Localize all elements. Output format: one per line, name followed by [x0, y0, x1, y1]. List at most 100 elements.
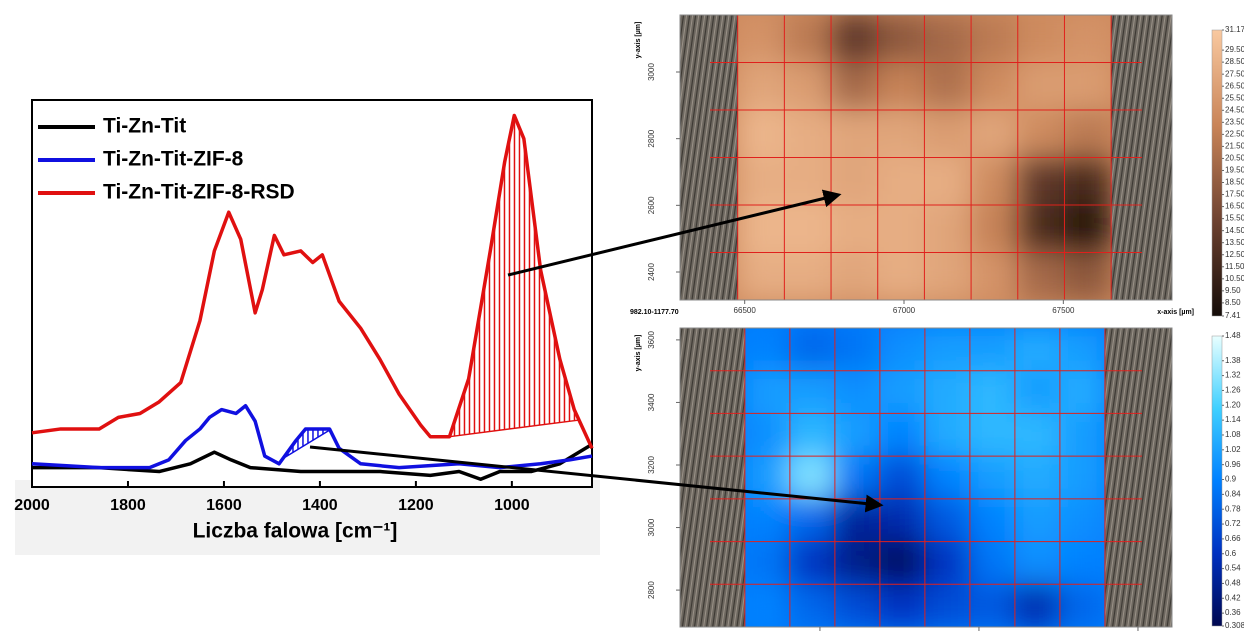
heat-cell	[923, 14, 972, 64]
heat-cell	[879, 498, 926, 543]
heat-cell	[1014, 327, 1061, 372]
colorbar-tick-label: 1.14	[1225, 415, 1241, 424]
colorbar-tick-label: 1.32	[1225, 371, 1241, 380]
colorbar-tick-label: 22.50	[1225, 129, 1244, 138]
x-tick-label: 1200	[398, 497, 434, 514]
heat-cell	[744, 583, 791, 628]
label-band	[15, 480, 600, 555]
heat-cell	[1063, 14, 1112, 64]
heat-cell	[1017, 252, 1066, 302]
heat-cell	[1014, 541, 1061, 586]
heat-cell	[970, 62, 1019, 112]
colorbar-tick-label: 0.48	[1225, 579, 1241, 588]
y-tick-label: 2800	[647, 581, 656, 599]
heat-cell	[1063, 109, 1112, 159]
colorbar-tick-label: 25.50	[1225, 93, 1244, 102]
colorbar-tick-label: 0.36	[1225, 608, 1241, 617]
heat-cell	[830, 157, 879, 207]
heat-cell	[923, 157, 972, 207]
x-axis-label: x-axis [µm]	[1157, 309, 1194, 316]
colorbar-tick-label: 17.50	[1225, 190, 1244, 199]
colorbar-tick-label: 1.48	[1225, 331, 1241, 340]
heat-cell	[969, 498, 1016, 543]
colorbar-tick-label: 23.50	[1225, 117, 1244, 126]
heat-cell	[789, 412, 836, 457]
heat-cell	[737, 62, 786, 112]
y-tick-label: 2400	[647, 263, 656, 281]
colorbar-tick-label: 0.54	[1225, 564, 1241, 573]
heat-cell	[1014, 583, 1061, 628]
heat-cell	[1059, 498, 1106, 543]
colorbar-tick-label: 0.9	[1225, 475, 1237, 484]
heat-cell	[830, 252, 879, 302]
y-tick-label: 2600	[647, 196, 656, 214]
heat-cell	[1017, 62, 1066, 112]
heat-cell	[970, 157, 1019, 207]
heat-cell	[877, 14, 926, 64]
colorbar-tick-label: 7.41	[1225, 311, 1241, 320]
heat-cell	[970, 109, 1019, 159]
x-tick-label: 1600	[206, 497, 242, 514]
colorbar-tick-label: 0.6	[1225, 549, 1237, 558]
heat-cell	[1059, 370, 1106, 415]
y-tick-label: 2800	[647, 129, 656, 147]
heat-cell	[834, 455, 881, 500]
colorbar-tick-label: 8.50	[1225, 298, 1241, 307]
heat-cell	[1063, 252, 1112, 302]
heat-cell	[879, 327, 926, 372]
colorbar-tick-label: 0.308	[1225, 621, 1244, 630]
heat-cell	[834, 583, 881, 628]
heat-cell	[834, 541, 881, 586]
heat-cell	[744, 498, 791, 543]
heat-cell	[744, 327, 791, 372]
heat-cell	[879, 541, 926, 586]
heat-cell	[923, 62, 972, 112]
colorbar-tick-label: 1.08	[1225, 430, 1241, 439]
heat-cell	[789, 498, 836, 543]
heat-cell	[879, 370, 926, 415]
heat-cell	[1014, 370, 1061, 415]
heat-cell	[744, 412, 791, 457]
colorbar-tick-label: 1.38	[1225, 356, 1241, 365]
heat-cell	[969, 455, 1016, 500]
colorbar-tick-label: 18.50	[1225, 178, 1244, 187]
colorbar-tick-label: 14.50	[1225, 226, 1244, 235]
heat-cell	[1014, 455, 1061, 500]
figure: 200018001600140012001000Liczba falowa [c…	[0, 0, 1244, 633]
heat-cell	[783, 252, 832, 302]
x-tick-label: 66500	[734, 306, 757, 315]
heat-cell	[924, 541, 971, 586]
y-tick-label: 3200	[647, 456, 656, 474]
colorbar-tick-label: 21.50	[1225, 142, 1244, 151]
colorbar-tick-label: 10.50	[1225, 274, 1244, 283]
heat-cell	[923, 204, 972, 254]
y-tick-label: 3000	[647, 63, 656, 81]
x-tick-label: 1800	[110, 497, 146, 514]
heat-cell	[969, 541, 1016, 586]
heat-cell	[737, 204, 786, 254]
colorbar-tick-label: 16.50	[1225, 202, 1244, 211]
heat-cell	[877, 252, 926, 302]
heat-cell	[1017, 204, 1066, 254]
heat-cell	[969, 370, 1016, 415]
heat-cell	[924, 327, 971, 372]
colorbar-tick-label: 19.50	[1225, 166, 1244, 175]
heat-cell	[924, 370, 971, 415]
heat-cell	[737, 109, 786, 159]
heat-cell	[970, 14, 1019, 64]
heat-cell	[1059, 327, 1106, 372]
heat-cell	[789, 370, 836, 415]
heat-cell	[923, 109, 972, 159]
x-tick-label: 67000	[893, 306, 916, 315]
colorbar-tick-label: 27.50	[1225, 69, 1244, 78]
heat-cell	[970, 204, 1019, 254]
colorbar-tick-label: 0.72	[1225, 519, 1241, 528]
heat-cell	[744, 370, 791, 415]
colorbar-tick-label: 15.50	[1225, 214, 1244, 223]
heat-cell	[737, 157, 786, 207]
x-tick-label: 1400	[302, 497, 338, 514]
heat-cell	[789, 327, 836, 372]
x-tick-label: 1000	[494, 497, 530, 514]
heat-cell	[737, 14, 786, 64]
y-tick-label: 3400	[647, 393, 656, 411]
